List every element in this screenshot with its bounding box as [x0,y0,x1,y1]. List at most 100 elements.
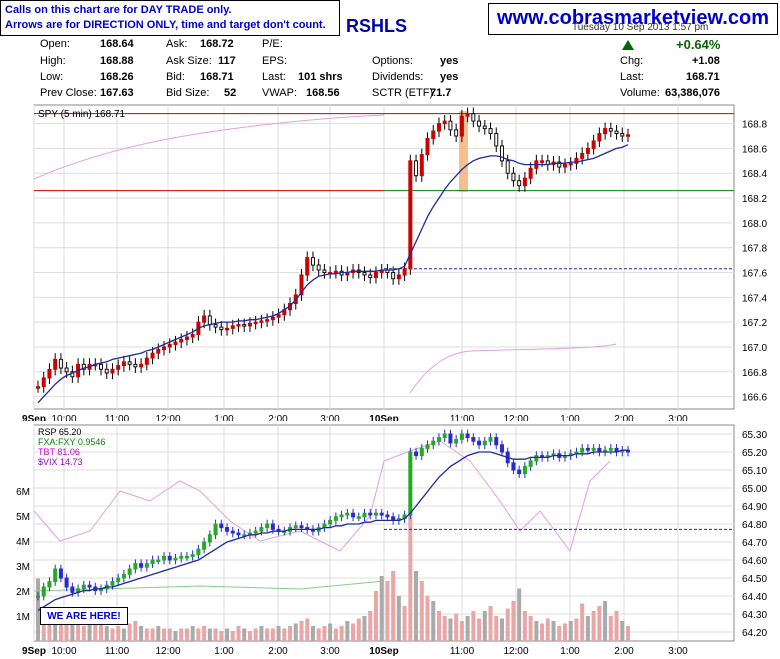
volume-bar [442,616,447,641]
y-tick-label: 167.2 [742,318,767,329]
y-tick-label: 64.90 [742,502,767,513]
candle-body [482,440,487,446]
volume-bar [477,618,482,641]
y-tick-label: 167.4 [742,293,767,304]
chg-label: Chg: [620,55,644,67]
candle-body [167,555,172,561]
candle-body [562,164,567,168]
moving-average-line [37,144,629,404]
volume-bar [305,618,310,641]
volume-bar [402,606,407,641]
candle-body [299,274,304,296]
volume-bar [179,628,184,641]
volume-bar [70,613,75,641]
candle-body [574,157,579,164]
candle-body [511,172,516,182]
candle-body [528,167,533,179]
low-value: 168.26 [100,71,134,83]
volume-bar [482,611,487,641]
candle-body [580,152,585,159]
candle-body [488,128,493,135]
candle-body [202,541,207,550]
candle-body [305,257,310,276]
x-tick-label: 10Sep [369,646,398,657]
open-value: 168.64 [100,38,134,50]
x-tick-label: 2:00 [614,414,634,421]
prev-close-label: Prev Close: [40,87,97,99]
candle-body [580,447,585,453]
volume-bar [116,626,121,641]
candle-body [477,120,482,127]
candle-body [448,120,453,131]
candle-body [608,128,613,132]
candle-body [190,334,195,338]
candle-body [150,352,155,359]
up-arrow-icon [622,40,634,50]
candle-body [528,460,533,467]
volume-bar [333,628,338,641]
volume-bar [373,591,378,641]
candle-body [247,322,252,327]
candle-body [99,363,104,370]
candle-body [391,272,396,280]
volume-bar [76,623,81,641]
volume-bar [225,628,230,641]
candle-body [253,530,258,534]
x-tick-label: 11:00 [105,646,130,657]
candle-body [603,128,608,135]
volume-bar [511,601,516,641]
volume-bar [93,623,98,641]
volume-bar [64,618,69,641]
candle-body [373,512,378,516]
volume-bar [540,623,545,641]
spy-price-chart: 168.8 168.6 168.4 168.2 168.0 167.8 167.6 167.4… [22,104,767,421]
dividends-value: yes [440,71,459,83]
x-tick-label: 11:00 [105,414,130,421]
volume-bar [259,626,264,641]
volume-bar [414,571,419,641]
candle-body [328,519,333,525]
volume-bar [247,631,252,641]
brand-banner[interactable]: www.cobrasmarketview.com [488,3,778,35]
candle-body [64,577,69,588]
volume-bar [585,616,590,641]
candle-body [58,568,63,579]
candle-body [270,523,275,530]
y-tick-label: 65.30 [742,430,767,441]
y-tick-label: 65.00 [742,484,767,495]
volume-bar [626,626,630,641]
candle-body [150,559,155,565]
volume-bar [299,621,304,641]
volume-bar [242,628,247,641]
volume-bar [562,623,567,641]
volume-bar [276,626,281,641]
candle-body [259,527,264,532]
x-tick-label: 2:00 [268,414,288,421]
candle-body [379,512,384,516]
volume-bar [505,608,510,641]
y-tick-label: 166.8 [742,368,767,379]
last2-label: Last: [620,71,644,83]
volume-bar [368,611,373,641]
candle-body [253,321,258,325]
volume-bar [288,626,293,641]
candle-body [110,368,115,374]
y-tick-label: 168.4 [742,169,767,180]
options-label: Options: [372,55,413,67]
candle-body [265,523,270,529]
candle-body [499,145,504,162]
x-tick-label: 3:00 [668,646,688,657]
candle-body [339,514,344,518]
candle-body [499,444,504,453]
volume-bar [87,621,92,641]
prev-close-value: 167.63 [100,87,134,99]
candle-body [488,437,493,442]
volume-bar [253,628,258,641]
volume-bar [53,616,58,641]
candle-body [236,324,241,327]
candle-body [133,563,138,570]
volume-bar [47,618,52,641]
candle-body [47,368,52,379]
y-tick-label: 64.30 [742,610,767,621]
candle-body [219,326,224,331]
